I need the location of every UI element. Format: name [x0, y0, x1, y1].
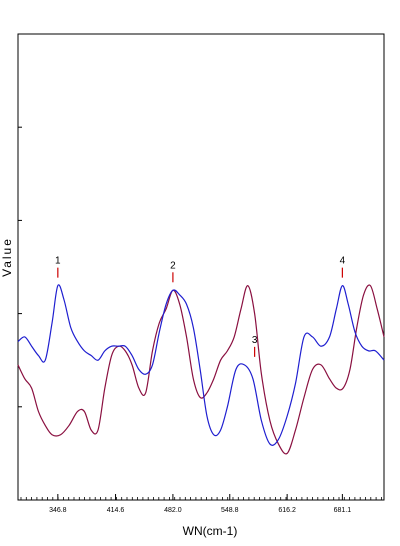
x-tick-label-2: 414.6	[107, 507, 125, 514]
y-axis-ticks	[18, 126, 22, 408]
series-layer	[17, 284, 385, 455]
y-axis-title: Value	[0, 237, 14, 277]
annotation-layer: 1 2 3 4	[55, 256, 346, 357]
x-tick-label-6: 681.1	[334, 507, 352, 514]
peak-label-1: 1	[55, 256, 61, 267]
series-line-1	[17, 284, 385, 446]
peak-label-2: 2	[170, 260, 176, 271]
peak-label-4: 4	[340, 256, 346, 267]
series-line-2	[17, 284, 385, 455]
x-axis-title: WN(cm-1)	[183, 524, 238, 538]
x-tick-label-3: 482.0	[164, 507, 182, 514]
x-tick-label-4: 548.8	[221, 507, 239, 514]
peak-label-3: 3	[252, 335, 258, 346]
x-tick-label-5: 616.2	[278, 507, 296, 514]
plot-frame	[17, 33, 385, 501]
x-tick-label-1: 346.8	[49, 507, 67, 514]
x-axis-major-ticks: 346.8 414.6 482.0 548.8 616.2 681.1	[49, 494, 351, 514]
